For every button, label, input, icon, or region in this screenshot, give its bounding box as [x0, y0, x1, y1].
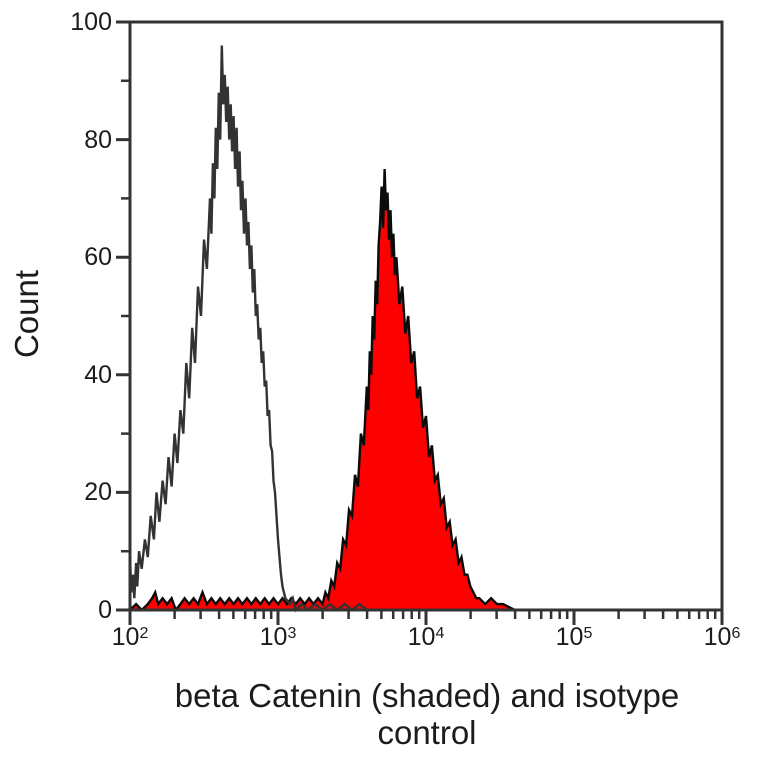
x-tick-label: 105 — [555, 623, 593, 651]
major-ticks — [116, 20, 724, 625]
isotype-control-curve — [128, 45, 722, 613]
x-axis-title: beta Catenin (shaded) and isotype contro… — [175, 677, 680, 751]
minor-ticks — [121, 79, 717, 619]
y-tick-label: 100 — [70, 8, 112, 36]
x-axis-title-line2: control — [377, 714, 477, 751]
x-tick-label: 103 — [259, 623, 297, 651]
x-tick-label: 106 — [703, 623, 741, 651]
beta-catenin-shaded-curve — [127, 168, 722, 613]
y-tick-label: 20 — [84, 478, 112, 507]
y-tick-label: 0 — [98, 596, 112, 624]
y-tick-label: 60 — [84, 243, 112, 272]
x-tick-label: 102 — [111, 623, 149, 651]
y-tick-label: 40 — [84, 360, 112, 389]
x-axis-title-line1: beta Catenin (shaded) and isotype — [174, 677, 680, 714]
y-tick-label: 80 — [84, 125, 112, 154]
x-tick-label: 104 — [407, 623, 445, 651]
y-axis-title: Count — [8, 269, 45, 359]
